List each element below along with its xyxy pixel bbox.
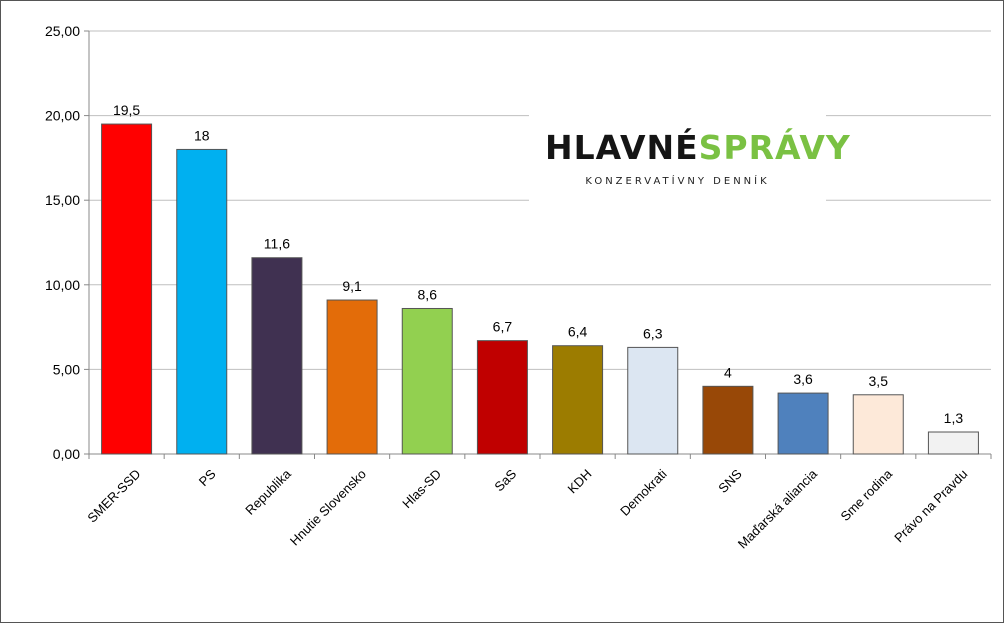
bar <box>326 299 378 455</box>
bar <box>852 394 904 455</box>
logo-word-dark: HLAVNÉ <box>545 128 699 167</box>
logo-word-green: SPRÁVY <box>698 128 851 167</box>
data-label: 19,5 <box>113 102 140 118</box>
x-category-label: Právo na Pravdu <box>891 466 970 545</box>
data-label: 9,1 <box>342 278 362 294</box>
data-label: 3,5 <box>869 373 889 389</box>
x-category-label: KDH <box>564 466 594 496</box>
y-tick-label: 10,00 <box>45 277 80 293</box>
bar <box>927 431 979 455</box>
data-label: 4 <box>724 364 732 380</box>
x-category-label: Maďarská aliancia <box>735 466 821 552</box>
hlavne-spravy-logo: HLAVNÉSPRÁVY KONZERVATÍVNY DENNÍK <box>529 79 850 207</box>
x-category-label: Hnutie Slovensko <box>287 466 369 548</box>
bar <box>702 385 754 455</box>
data-label: 6,4 <box>568 324 588 340</box>
x-category-label: SMER-SSD <box>84 466 143 525</box>
data-label: 6,3 <box>643 325 663 341</box>
y-tick-label: 15,00 <box>45 192 80 208</box>
x-category-label: Demokrati <box>617 466 670 519</box>
y-tick-label: 25,00 <box>45 23 80 39</box>
data-label: 3,6 <box>793 371 813 387</box>
y-tick-label: 0,00 <box>53 446 80 462</box>
x-category-label: SNS <box>715 466 745 496</box>
bar <box>627 346 679 455</box>
logo-tagline: KONZERVATÍVNY DENNÍK <box>585 176 770 187</box>
data-label: 1,3 <box>944 410 964 426</box>
x-category-label: Hlas-SD <box>399 466 444 511</box>
x-category-label: Sme rodina <box>838 466 896 524</box>
x-category-label: PS <box>196 466 219 489</box>
x-category-label: Republika <box>242 466 294 518</box>
data-label: 8,6 <box>418 286 438 302</box>
data-label: 18 <box>194 127 210 143</box>
logo-wordmark: HLAVNÉSPRÁVY <box>545 131 851 164</box>
data-label: 6,7 <box>493 319 513 335</box>
bar <box>401 307 453 455</box>
y-tick-label: 20,00 <box>45 108 80 124</box>
bar <box>476 340 528 455</box>
bar <box>176 148 228 455</box>
bar <box>251 257 303 455</box>
bar <box>101 123 153 455</box>
bar <box>552 345 604 455</box>
bar <box>777 392 829 455</box>
data-label: 11,6 <box>264 236 290 252</box>
y-tick-label: 5,00 <box>53 361 80 377</box>
x-category-label: SaS <box>491 466 519 494</box>
